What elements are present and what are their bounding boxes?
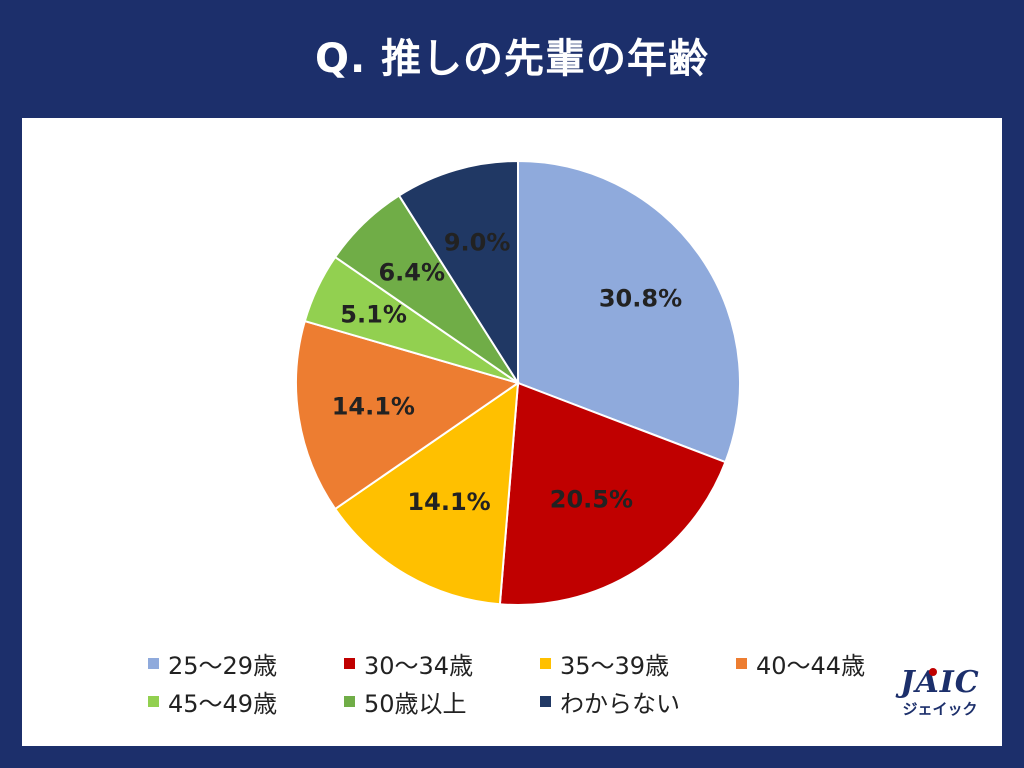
legend-label: 45～49歳	[168, 689, 278, 718]
legend-swatch	[344, 657, 355, 669]
legend-swatch	[148, 695, 159, 707]
pie-slice-40-44	[295, 319, 521, 511]
data-label-50-plus: 6.4%	[378, 259, 445, 287]
legend-label: 30～34歳	[364, 651, 474, 680]
logo-main: JAIC	[900, 666, 979, 700]
logo-dot	[929, 668, 938, 676]
legend-item-40-44: 40～44歳	[736, 646, 908, 681]
legend-swatch	[540, 657, 551, 669]
legend-item-35-39: 35～39歳	[540, 646, 736, 681]
data-label-30-34: 20.5%	[550, 485, 633, 513]
legend-row-1: 25～29歳 30～34歳 35～39歳 40～44歳	[148, 644, 908, 682]
pie-slice-25-29	[517, 159, 741, 464]
pie-slice-30-34	[498, 381, 727, 606]
legend-item-25-29: 25～29歳	[148, 646, 344, 681]
legend: 25～29歳 30～34歳 35～39歳 40～44歳 45～49歳	[148, 644, 908, 720]
pie-slice-unknown	[397, 159, 519, 387]
legend-label: 35～39歳	[560, 651, 670, 680]
data-label-35-39: 14.1%	[407, 488, 490, 516]
legend-row-2: 45～49歳 50歳以上 わからない	[148, 682, 908, 720]
legend-label: 40～44歳	[756, 651, 866, 680]
data-label-45-49: 5.1%	[340, 300, 407, 328]
legend-swatch	[148, 657, 159, 669]
pie-chart: 30.8% 20.5% 14.1% 14.1% 5.1% 6.4% 9.0%	[295, 159, 741, 606]
legend-item-45-49: 45～49歳	[148, 684, 344, 719]
legend-swatch	[344, 695, 355, 707]
chart-panel: 30.8% 20.5% 14.1% 14.1% 5.1% 6.4% 9.0% 25～29歳 …	[22, 118, 1002, 746]
legend-label: 25～29歳	[168, 651, 278, 680]
pie-slice-35-39	[333, 380, 520, 606]
legend-swatch	[540, 695, 551, 707]
data-label-40-44: 14.1%	[332, 392, 415, 420]
legend-swatch	[736, 657, 747, 669]
legend-item-50-plus: 50歳以上	[344, 684, 540, 719]
legend-label: わからない	[560, 689, 680, 718]
data-label-unknown: 9.0%	[444, 228, 511, 256]
legend-item-unknown: わからない	[540, 684, 736, 719]
data-label-25-29: 30.8%	[599, 285, 682, 313]
legend-item-30-34: 30～34歳	[344, 646, 540, 681]
logo-sub: ジェイック	[902, 700, 978, 718]
legend-label: 50歳以上	[364, 689, 467, 718]
logo-main-text: JAIC	[900, 665, 980, 700]
jaic-logo: JAIC ジェイック	[890, 666, 990, 719]
chart-title: Q. 推しの先輩の年齢	[314, 36, 710, 82]
